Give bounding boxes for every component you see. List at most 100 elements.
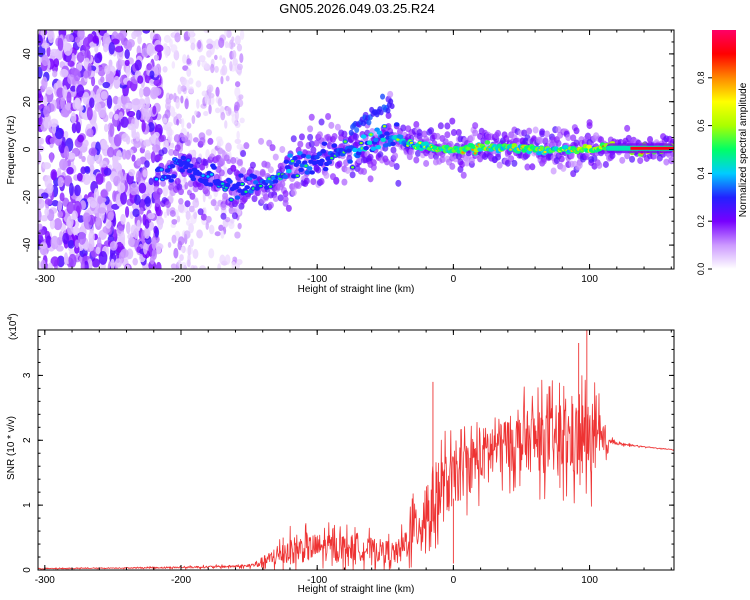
spectrogram-ridge-peak (154, 178, 159, 181)
spectrogram-noise-cell (51, 200, 59, 207)
spectrogram-noise-cell (111, 203, 120, 210)
spectrogram-ridge-core (319, 158, 325, 163)
spectrogram-noise-cell (38, 136, 43, 145)
spectrogram-noise-cell (138, 87, 144, 98)
spectrogram-ridge-halo (408, 148, 415, 156)
spectrogram-noise-cell (106, 146, 115, 158)
spectrogram-ridge-peak (251, 187, 255, 190)
spectrogram-noise-cell (50, 256, 60, 267)
spectrogram-ridge-peak (343, 140, 347, 143)
spectrogram-noise-cell (38, 229, 45, 236)
spectrogram-ridge-halo (521, 129, 528, 137)
spectrogram-noise-cell (83, 70, 89, 79)
spectrogram-noise-cell (138, 182, 147, 194)
spectrogram-noise-cell (132, 208, 140, 218)
spectrogram-noise-cell (105, 219, 112, 229)
spectrogram-noise-cell (190, 42, 196, 51)
spectrogram-noise-cell (120, 231, 126, 244)
spectrogram-ridge-peak (229, 198, 233, 201)
spectrogram-noise-cell (133, 228, 139, 239)
spectrogram-ridge-core (309, 170, 315, 175)
spectrogram-ridge-halo (444, 122, 451, 130)
spectrogram-noise-cell (224, 216, 231, 223)
spectrogram-ridge-halo (544, 130, 551, 138)
spectrogram-noise-cell (162, 117, 168, 124)
spectrogram-ridge-core (168, 178, 174, 183)
spectrogram-noise-cell (40, 214, 48, 222)
spectrogram-noise-cell (150, 151, 156, 164)
spectrogram-noise-cell (239, 30, 245, 40)
spectrogram-noise-cell (77, 134, 85, 143)
spectrogram-noise-cell (74, 184, 81, 197)
spectrogram-noise-cell (82, 91, 90, 105)
spectrogram-ridge-halo (184, 139, 191, 147)
spectrogram-noise-cell (88, 147, 98, 156)
spectrogram-ridge-halo (267, 201, 274, 209)
spectrogram-noise-cell (88, 230, 95, 244)
spectrogram-ridge-peak (304, 164, 308, 168)
spectrogram-noise-cell (146, 63, 153, 71)
spectrogram-y-tick-label: 40 (22, 48, 33, 60)
spectrogram-noise-cell (38, 34, 43, 46)
spectrogram-noise-cell (106, 95, 113, 109)
spectrogram-ridge-halo (370, 163, 377, 171)
spectrogram-ridge-halo (540, 155, 547, 163)
spectrogram-ridge-halo (272, 153, 279, 161)
spectrogram-noise-cell (190, 265, 195, 269)
spectrogram-noise-cell (157, 218, 164, 230)
spectrogram-noise-cell (181, 261, 187, 269)
spectrogram-noise-cell (97, 66, 106, 77)
spectrogram-ridge-halo (272, 194, 279, 202)
spectrogram-noise-cell (128, 41, 133, 52)
spectrogram-ridge-halo (307, 133, 314, 141)
spectrogram-ridge-halo (385, 112, 392, 120)
spectrogram-ridge-halo (596, 161, 603, 169)
spectrogram-noise-cell (148, 177, 154, 186)
snr-y-multiplier: (x104) (7, 313, 19, 340)
spectrogram-noise-cell (127, 123, 136, 131)
spectrogram-ridge-peak (418, 141, 422, 145)
spectrogram-ridge-halo (449, 162, 456, 170)
spectrogram-ridge-peak (240, 182, 244, 186)
spectrogram-ridge-core (295, 159, 302, 165)
spectrogram-ridge-halo (508, 155, 515, 163)
spectrogram-ridge-halo (298, 133, 305, 141)
spectrogram-noise-cell (67, 239, 75, 249)
spectrogram-noise-cell (80, 260, 86, 269)
spectrogram-ridge-halo (323, 171, 330, 179)
spectrogram-ridge-core (170, 174, 177, 179)
spectrogram-noise-cell (154, 44, 164, 53)
colorbar-tick-label: 0.0 (696, 263, 706, 276)
spectrogram-noise-cell (177, 260, 182, 267)
spectrogram-ridge-halo (290, 189, 297, 197)
spectrogram-noise-cell (50, 48, 59, 57)
spectrogram-ridge-core (373, 137, 379, 143)
spectrogram-ridge-peak (382, 125, 387, 128)
spectrogram-ridge-core (224, 182, 231, 188)
spectrogram-ridge-halo (228, 207, 235, 215)
spectrogram-ridge-halo (450, 129, 457, 137)
spectrogram-noise-cell (49, 137, 56, 145)
spectrogram-noise-cell (92, 110, 97, 124)
spectrogram-noise-cell (66, 201, 75, 215)
spectrogram-x-tick-label: 0 (451, 274, 457, 285)
spectrogram-noise-cell (149, 255, 155, 265)
spectrogram-noise-cell (196, 98, 200, 109)
spectrogram-noise-cell (65, 102, 71, 111)
spectrogram-noise-cell (221, 57, 227, 65)
spectrogram-ridge-halo (210, 199, 217, 207)
spectrogram-ridge-halo (230, 156, 237, 164)
spectrogram-ridge-branch (389, 103, 395, 110)
snr-x-axis-label: Height of straight line (km) (298, 584, 415, 595)
spectrogram-ridge-core (586, 144, 592, 150)
snr-y-axis-label: SNR (10 * v/v) (6, 416, 17, 480)
spectrogram-ridge-core (305, 154, 312, 159)
spectrogram-ridge-halo (336, 160, 343, 168)
spectrogram-ridge-halo (629, 155, 636, 163)
spectrogram-noise-cell (45, 86, 54, 95)
snr-x-tick-label: -100 (307, 575, 327, 586)
spectrogram-noise-cell (76, 84, 85, 98)
spectrogram-noise-cell (195, 80, 202, 88)
spectrogram-noise-cell (167, 241, 172, 248)
spectrogram-ridge-halo (383, 158, 390, 166)
